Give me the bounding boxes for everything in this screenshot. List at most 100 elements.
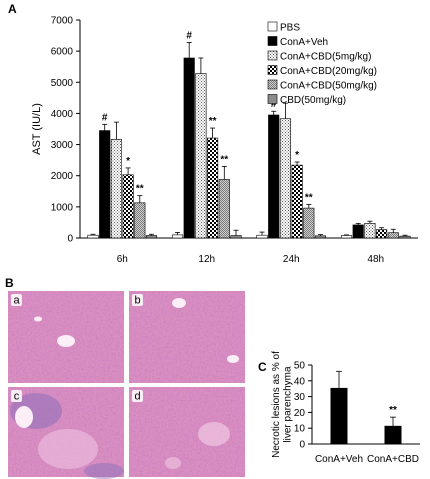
y-axis-label: Necrotic lesions as % ofliver parenchyma	[271, 351, 294, 458]
bar	[256, 234, 268, 239]
sinusoid	[34, 316, 42, 322]
bar	[279, 118, 291, 239]
bar	[384, 425, 402, 444]
bar	[207, 137, 219, 239]
bar	[330, 387, 348, 444]
x-tick-label: 24h	[283, 254, 300, 265]
bar	[195, 73, 207, 239]
legend-swatch	[267, 79, 278, 90]
legend-swatch	[267, 21, 278, 32]
micrograph-label-box	[132, 390, 143, 402]
histology-micrographs: a b c d	[8, 291, 245, 479]
bar	[218, 179, 230, 239]
legend-label: ConA+CBD(5mg/kg)	[280, 52, 371, 63]
bar	[314, 235, 327, 239]
micrograph-a: a	[8, 291, 124, 383]
y-tick-label: 1000	[51, 202, 74, 213]
bar	[340, 235, 353, 239]
significance-mark: **	[389, 405, 397, 416]
bar	[352, 224, 364, 239]
central-vein	[172, 298, 186, 308]
x-tick-label: 12h	[198, 254, 215, 265]
bar	[122, 174, 134, 239]
legend-label: ConA+CBD(20mg/kg)	[280, 66, 377, 77]
panel-letter-c: C	[258, 360, 267, 374]
micrograph-label-box	[11, 294, 22, 306]
necrotic-lesion	[38, 429, 98, 469]
y-tick-label: 0	[299, 440, 305, 451]
bar	[87, 234, 99, 239]
y-tick-label: 3000	[51, 140, 74, 151]
vessel	[15, 406, 33, 428]
bar	[303, 207, 315, 239]
panel-letter-a: A	[8, 2, 17, 16]
x-tick-label: 6h	[117, 254, 128, 265]
significance-mark: **	[209, 116, 217, 127]
y-axis-label-line: Necrotic lesions as % of	[271, 351, 282, 458]
significance-mark: *	[295, 150, 299, 161]
legend-swatch	[267, 94, 278, 104]
bar	[145, 235, 158, 239]
y-tick-label: 0	[67, 234, 73, 245]
significance-mark: #	[271, 99, 277, 110]
legend-swatch	[267, 65, 278, 75]
legend-label: CBD(50mg/kg)	[280, 95, 346, 106]
bar	[171, 234, 184, 239]
y-tick-label: 40	[294, 376, 306, 387]
bar	[183, 57, 195, 239]
x-tick-label: 48h	[367, 254, 384, 265]
micrograph-label: d	[134, 391, 140, 403]
bar	[230, 235, 242, 239]
y-tick-label: 5000	[51, 78, 74, 89]
bar	[291, 164, 303, 239]
y-axis-label: AST (IU/L)	[31, 103, 43, 155]
bar	[134, 202, 146, 239]
y-axis-label-line: liver parenchyma	[283, 366, 294, 443]
significance-mark: **	[220, 154, 228, 165]
bar	[110, 138, 122, 239]
necrotic-lesion	[198, 422, 230, 446]
micrograph-d: d	[129, 387, 245, 477]
x-tick-label: ConA+CBD	[367, 454, 419, 465]
y-tick-label: 4000	[51, 109, 74, 120]
bar	[387, 232, 399, 239]
significance-mark: **	[305, 192, 313, 203]
panel-letter-b: B	[5, 276, 14, 290]
significance-mark: #	[186, 30, 192, 41]
y-tick-label: 50	[294, 361, 306, 372]
y-tick-label: 20	[294, 408, 306, 419]
x-tick-label: ConA+Veh	[315, 454, 363, 465]
legend-swatch	[267, 50, 278, 61]
tissue-texture	[129, 291, 245, 383]
y-tick-label: 2000	[51, 171, 74, 182]
vessel	[227, 355, 239, 363]
legend-label: PBS	[280, 23, 300, 34]
bar	[364, 223, 376, 239]
bar	[399, 235, 411, 239]
legend-swatch	[267, 36, 278, 46]
ast-bar-chart: 0 1000 2000 3000 4000 5000 6000 7000 AST (IU/L) #…	[31, 16, 418, 265]
y-tick-label: 10	[294, 424, 306, 435]
bar	[268, 114, 280, 239]
micrograph-label: a	[13, 295, 20, 307]
y-tick-label: 30	[294, 392, 306, 403]
y-tick-label: 7000	[51, 16, 74, 27]
micrograph-label: b	[134, 295, 140, 307]
micrograph-label-box	[132, 294, 143, 306]
significance-mark: #	[102, 112, 108, 123]
micrograph-c: c	[8, 387, 124, 479]
significance-mark: *	[126, 156, 130, 167]
bar	[99, 130, 111, 239]
y-tick-label: 6000	[51, 47, 74, 58]
micrograph-label-box	[11, 390, 22, 402]
legend-label: ConA+CBD(50mg/kg)	[280, 81, 377, 92]
micrograph-label: c	[14, 391, 20, 403]
central-vein	[57, 335, 75, 347]
legend-label: ConA+Veh	[280, 37, 328, 48]
micrograph-b: b	[129, 291, 245, 383]
inflammatory-infiltrate	[84, 463, 124, 479]
bar	[376, 229, 388, 239]
significance-mark: **	[136, 184, 144, 195]
